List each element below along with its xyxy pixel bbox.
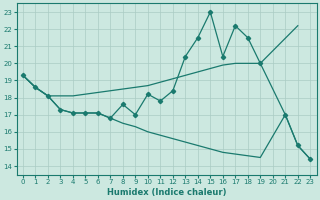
X-axis label: Humidex (Indice chaleur): Humidex (Indice chaleur)	[107, 188, 226, 197]
